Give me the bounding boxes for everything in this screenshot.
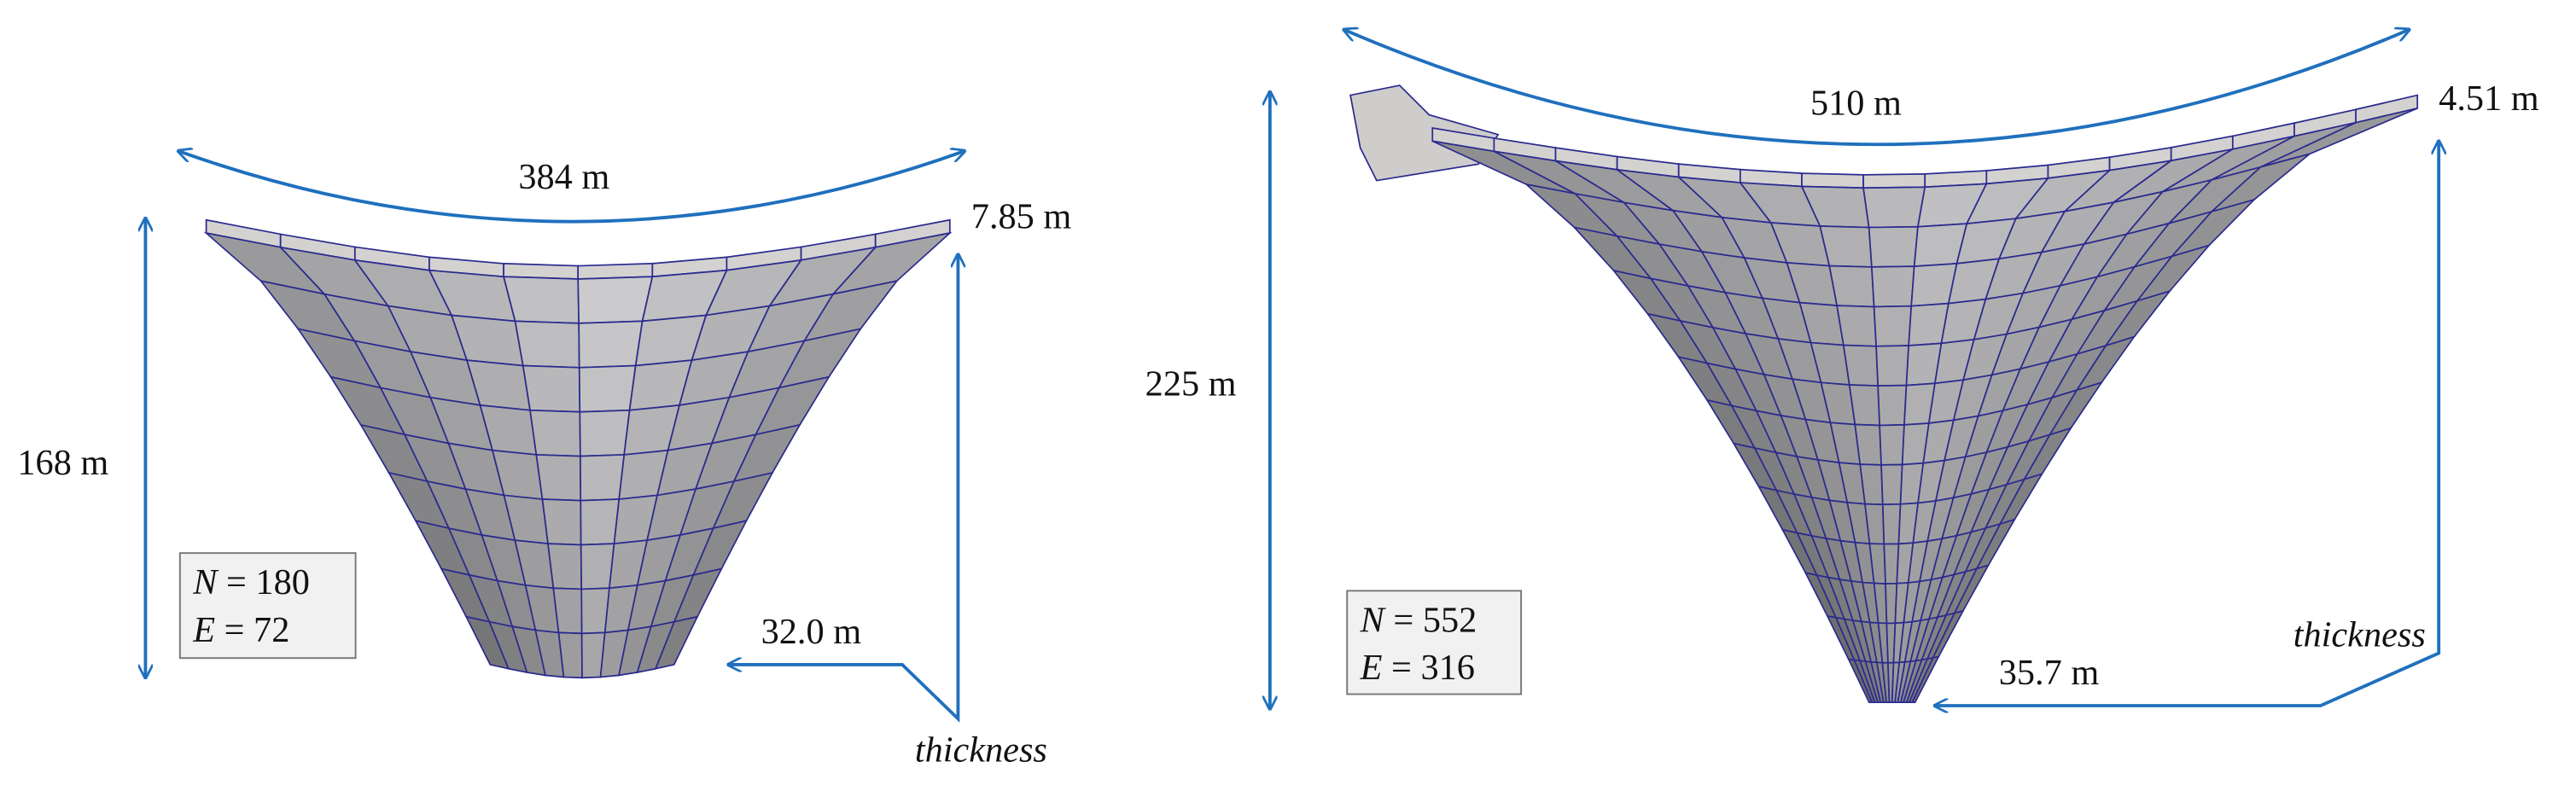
crest-thickness-label: 7.85 m bbox=[971, 196, 1072, 236]
thickness-arrow bbox=[1935, 141, 2439, 706]
mesh-cell bbox=[1868, 225, 1919, 268]
thickness-arrow bbox=[728, 254, 958, 723]
mesh-cell bbox=[1870, 265, 1915, 308]
thickness-label: thickness bbox=[2293, 615, 2426, 655]
mesh-cell bbox=[1877, 384, 1908, 427]
height-label: 168 m bbox=[17, 443, 108, 483]
mesh-cell bbox=[578, 320, 644, 369]
mesh-cell bbox=[578, 364, 637, 413]
mesh-info-box bbox=[178, 552, 357, 660]
nodes-label: N = 552 bbox=[1360, 600, 1477, 640]
mesh-cell bbox=[1819, 225, 1873, 268]
elements-count: = 72 bbox=[215, 610, 289, 650]
thickness-label: thickness bbox=[915, 730, 1047, 770]
mesh-cell bbox=[1349, 84, 1500, 182]
mesh-cell bbox=[580, 543, 615, 590]
span-label: 384 m bbox=[518, 157, 609, 197]
nodes-count: = 552 bbox=[1384, 600, 1477, 640]
span-arrow bbox=[1343, 30, 2409, 147]
mesh-cell bbox=[580, 454, 626, 502]
elements-symbol: E bbox=[1360, 648, 1383, 688]
mesh-cell bbox=[1880, 463, 1903, 506]
height-label: 225 m bbox=[1145, 364, 1237, 404]
mesh-cell bbox=[1801, 172, 1864, 189]
mesh-cell bbox=[552, 587, 583, 635]
elements-symbol: E bbox=[192, 610, 215, 650]
mesh-cell bbox=[1862, 172, 1926, 189]
crest-thickness-label: 4.51 m bbox=[2439, 79, 2539, 119]
mesh-cell bbox=[522, 364, 581, 413]
nodes-count: = 180 bbox=[217, 562, 309, 602]
mesh-cell bbox=[1862, 186, 1926, 229]
mesh-cell bbox=[1873, 305, 1913, 347]
mesh-cell bbox=[1881, 503, 1902, 545]
mesh-info-box bbox=[1346, 590, 1523, 695]
elements-label: E = 316 bbox=[1360, 648, 1475, 688]
mesh-cell bbox=[1842, 344, 1880, 387]
nodes-symbol: N bbox=[192, 562, 219, 602]
mesh-cell bbox=[579, 409, 631, 457]
mesh-cell bbox=[514, 320, 580, 369]
mesh-cell bbox=[535, 454, 582, 502]
mesh-cell bbox=[1836, 305, 1878, 347]
mesh-cell bbox=[502, 276, 580, 324]
nodes-symbol: N bbox=[1360, 600, 1387, 640]
mesh-cell bbox=[580, 498, 621, 546]
nodes-label: N = 180 bbox=[192, 562, 310, 602]
mesh-cell bbox=[529, 409, 581, 457]
mesh-cell bbox=[1875, 345, 1910, 387]
base-thickness-label: 35.7 m bbox=[1999, 653, 2100, 693]
mesh-cell bbox=[1828, 265, 1875, 308]
mesh-cell bbox=[1848, 384, 1881, 427]
mesh-cell bbox=[1854, 423, 1882, 466]
mesh-cell bbox=[547, 543, 583, 590]
span-arrow bbox=[178, 151, 965, 224]
span-label: 510 m bbox=[1810, 84, 1902, 124]
elements-label: E = 72 bbox=[192, 610, 289, 650]
elements-count: = 316 bbox=[1382, 648, 1474, 688]
mesh-cell bbox=[577, 276, 654, 324]
mesh-cell bbox=[1879, 424, 1905, 466]
mesh-cell bbox=[541, 498, 582, 546]
mesh-cell bbox=[654, 615, 699, 670]
base-thickness-label: 32.0 m bbox=[761, 612, 862, 652]
